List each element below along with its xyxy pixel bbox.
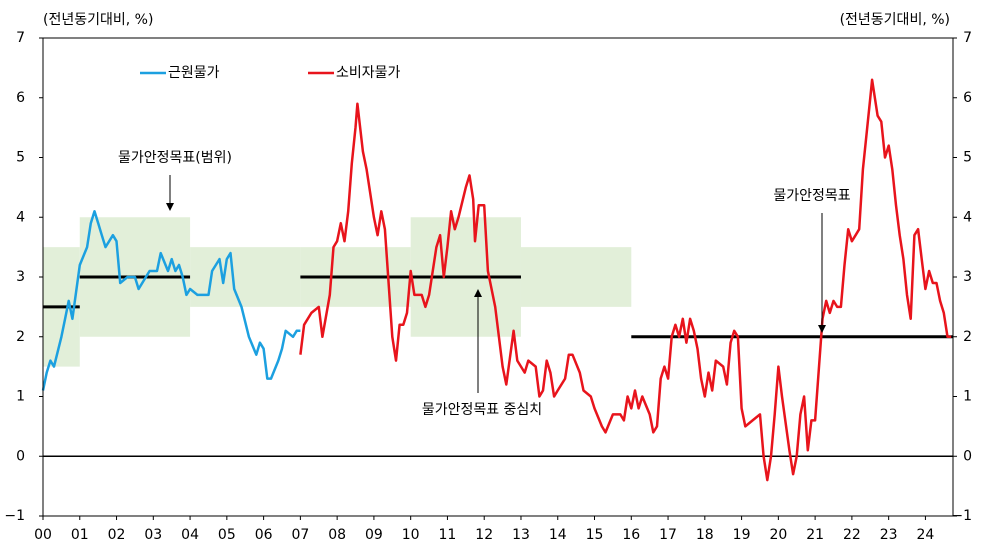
x-tick-label: 04 bbox=[181, 527, 199, 543]
x-tick-label: 07 bbox=[291, 527, 309, 543]
y-tick-label: 7 bbox=[16, 30, 25, 46]
annotation: 물가안정목표 bbox=[773, 188, 850, 204]
x-tick-label: 13 bbox=[512, 527, 530, 543]
y-axis-label: (전년동기대비, %) bbox=[43, 12, 153, 28]
y-tick-label: 5 bbox=[16, 150, 25, 166]
x-tick-label: 10 bbox=[402, 527, 420, 543]
legend-label: 근원물가 bbox=[168, 65, 220, 81]
y2-tick-label: 4 bbox=[963, 209, 972, 225]
annotation-arrowhead bbox=[818, 325, 826, 333]
x-tick-label: 00 bbox=[34, 527, 52, 543]
x-tick-label: 15 bbox=[586, 527, 604, 543]
x-tick-label: 03 bbox=[144, 527, 162, 543]
y-tick-label: 6 bbox=[16, 90, 25, 106]
y2-tick-label: 0 bbox=[963, 448, 972, 464]
plot-frame bbox=[42, 37, 954, 517]
annotation-arrowhead bbox=[166, 203, 174, 211]
y2-tick-label: 5 bbox=[963, 150, 972, 166]
y2-tick-label: −1 bbox=[951, 508, 972, 524]
x-tick-label: 17 bbox=[659, 527, 677, 543]
x-tick-label: 05 bbox=[218, 527, 236, 543]
x-tick-label: 24 bbox=[917, 527, 935, 543]
x-tick-label: 18 bbox=[696, 527, 714, 543]
series-line bbox=[299, 78, 952, 482]
x-tick-label: 20 bbox=[769, 527, 787, 543]
x-tick-label: 21 bbox=[806, 527, 824, 543]
x-tick-label: 11 bbox=[439, 527, 457, 543]
y-tick-label: 1 bbox=[16, 389, 25, 405]
x-tick-label: 02 bbox=[108, 527, 126, 543]
x-tick-label: 08 bbox=[328, 527, 346, 543]
x-tick-label: 06 bbox=[255, 527, 273, 543]
y-tick-label: 4 bbox=[16, 209, 25, 225]
y-tick-label: 0 bbox=[16, 448, 25, 464]
y2-axis-label: (전년동기대비, %) bbox=[840, 12, 950, 28]
annotation: 물가안정목표 중심치 bbox=[422, 402, 542, 418]
x-tick-label: 09 bbox=[365, 527, 383, 543]
y-tick-label: −1 bbox=[4, 508, 25, 524]
x-tick-label: 19 bbox=[733, 527, 751, 543]
x-tick-label: 16 bbox=[622, 527, 640, 543]
y2-tick-label: 6 bbox=[963, 90, 972, 106]
y2-tick-label: 2 bbox=[963, 329, 972, 345]
x-tick-label: 23 bbox=[880, 527, 898, 543]
annotation-arrowhead bbox=[474, 289, 482, 297]
target-band bbox=[520, 247, 632, 307]
target-band bbox=[190, 247, 301, 307]
y-tick-label: 3 bbox=[16, 269, 25, 285]
y2-tick-label: 3 bbox=[963, 269, 972, 285]
x-tick-label: 14 bbox=[549, 527, 567, 543]
x-tick-label: 22 bbox=[843, 527, 861, 543]
y-tick-label: 2 bbox=[16, 329, 25, 345]
y2-tick-label: 1 bbox=[963, 389, 972, 405]
x-tick-label: 12 bbox=[475, 527, 493, 543]
x-tick-label: 01 bbox=[71, 527, 89, 543]
y2-tick-label: 7 bbox=[963, 30, 972, 46]
annotation: 물가안정목표(범위) bbox=[118, 150, 232, 166]
legend-label: 소비자물가 bbox=[336, 65, 401, 81]
series-line bbox=[41, 210, 301, 391]
